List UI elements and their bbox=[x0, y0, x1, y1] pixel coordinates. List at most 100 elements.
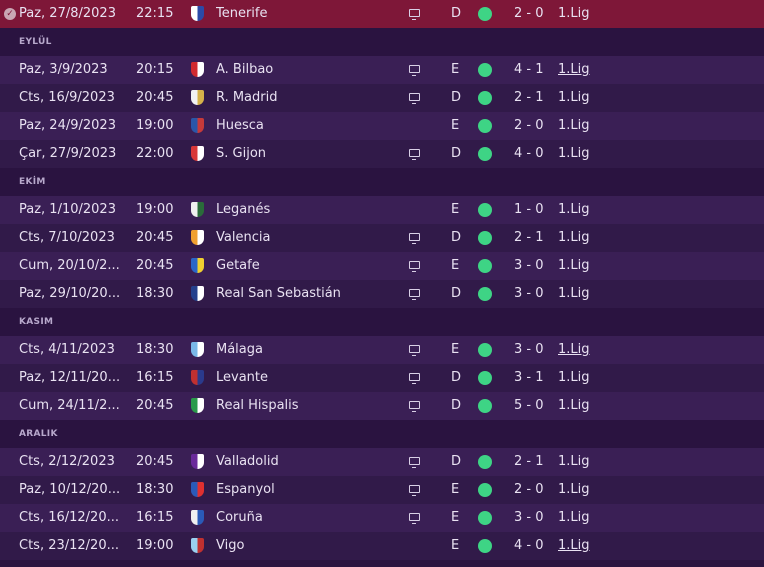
competition-link[interactable]: 1.Lig bbox=[558, 538, 590, 553]
match-date: Paz, 10/12/20... bbox=[19, 482, 119, 497]
fixture-row[interactable]: Paz, 3/9/2023 20:15 A. Bilbao E 4 - 1 1.Lig bbox=[0, 56, 764, 84]
match-date: Cum, 24/11/2... bbox=[19, 398, 119, 413]
match-score[interactable]: 2 - 1 bbox=[514, 90, 544, 105]
match-score[interactable]: 3 - 0 bbox=[514, 510, 544, 525]
match-time: 20:45 bbox=[136, 258, 174, 273]
match-score[interactable]: 2 - 1 bbox=[514, 454, 544, 469]
opponent-name[interactable]: Huesca bbox=[216, 118, 264, 133]
opponent-name[interactable]: Valencia bbox=[216, 230, 271, 245]
competition-link[interactable]: 1.Lig bbox=[558, 202, 590, 217]
result-indicator-icon bbox=[478, 532, 494, 560]
team-crest-icon bbox=[191, 56, 207, 84]
fixture-row[interactable]: Paz, 1/10/2023 19:00 Leganés E 1 - 0 1.Lig bbox=[0, 196, 764, 224]
opponent-name[interactable]: Tenerife bbox=[216, 6, 268, 21]
opponent-name[interactable]: Getafe bbox=[216, 258, 260, 273]
match-score[interactable]: 2 - 0 bbox=[514, 482, 544, 497]
fixture-row[interactable]: Cts, 2/12/2023 20:45 Valladolid D 2 - 1 1.Lig bbox=[0, 448, 764, 476]
fixture-row[interactable]: Çar, 27/9/2023 22:00 S. Gijon D 4 - 0 1.Lig bbox=[0, 140, 764, 168]
fixture-row[interactable]: Cts, 4/11/2023 18:30 Málaga E 3 - 0 1.Lig bbox=[0, 336, 764, 364]
competition-link[interactable]: 1.Lig bbox=[558, 286, 590, 301]
match-score[interactable]: 4 - 0 bbox=[514, 538, 544, 553]
competition-link[interactable]: 1.Lig bbox=[558, 482, 590, 497]
competition-link[interactable]: 1.Lig bbox=[558, 230, 590, 245]
competition-link[interactable]: 1.Lig bbox=[558, 398, 590, 413]
match-time: 20:45 bbox=[136, 90, 174, 105]
fixture-row[interactable]: Paz, 29/10/20... 18:30 Real San Sebastián D… bbox=[0, 280, 764, 308]
opponent-name[interactable]: Leganés bbox=[216, 202, 271, 217]
fixture-row[interactable]: Paz, 12/11/20... 16:15 Levante D 3 - 1 1.Lig bbox=[0, 364, 764, 392]
match-date: Cts, 16/9/2023 bbox=[19, 90, 115, 105]
competition-link[interactable]: 1.Lig bbox=[558, 454, 590, 469]
competition-link[interactable]: 1.Lig bbox=[558, 6, 590, 21]
venue: E bbox=[451, 118, 460, 133]
competition-link[interactable]: 1.Lig bbox=[558, 510, 590, 525]
match-score[interactable]: 4 - 1 bbox=[514, 62, 544, 77]
tv-icon bbox=[409, 0, 425, 28]
match-score[interactable]: 2 - 0 bbox=[514, 118, 544, 133]
competition-link[interactable]: 1.Lig bbox=[558, 146, 590, 161]
match-score[interactable]: 3 - 1 bbox=[514, 370, 544, 385]
fixture-row[interactable]: ✓ Paz, 27/8/2023 22:15 Tenerife D 2 - 0 1.Lig bbox=[0, 0, 764, 28]
opponent-name[interactable]: Espanyol bbox=[216, 482, 275, 497]
match-time: 18:30 bbox=[136, 342, 174, 357]
opponent-name[interactable]: A. Bilbao bbox=[216, 62, 274, 77]
competition-link[interactable]: 1.Lig bbox=[558, 62, 590, 77]
tv-icon bbox=[409, 56, 425, 84]
month-header: KASIM bbox=[0, 308, 764, 336]
opponent-name[interactable]: Levante bbox=[216, 370, 269, 385]
result-indicator-icon bbox=[478, 140, 494, 168]
month-header: ARALIK bbox=[0, 420, 764, 448]
match-date: Çar, 27/9/2023 bbox=[19, 146, 117, 161]
fixture-row[interactable]: Cts, 7/10/2023 20:45 Valencia D 2 - 1 1.Lig bbox=[0, 224, 764, 252]
fixture-row[interactable]: Paz, 24/9/2023 19:00 Huesca E 2 - 0 1.Lig bbox=[0, 112, 764, 140]
team-crest-icon bbox=[191, 196, 207, 224]
fixture-row[interactable]: Cum, 20/10/2... 20:45 Getafe E 3 - 0 1.Lig bbox=[0, 252, 764, 280]
team-crest-icon bbox=[191, 84, 207, 112]
match-score[interactable]: 3 - 0 bbox=[514, 258, 544, 273]
result-indicator-icon bbox=[478, 224, 494, 252]
fixture-row[interactable]: Cts, 16/12/20... 16:15 Coruña E 3 - 0 1.Lig bbox=[0, 504, 764, 532]
match-score[interactable]: 4 - 0 bbox=[514, 146, 544, 161]
match-date: Paz, 29/10/20... bbox=[19, 286, 119, 301]
competition-link[interactable]: 1.Lig bbox=[558, 118, 590, 133]
opponent-name[interactable]: S. Gijon bbox=[216, 146, 267, 161]
match-date: Cts, 7/10/2023 bbox=[19, 230, 115, 245]
fixture-row[interactable]: Cts, 16/9/2023 20:45 R. Madrid D 2 - 1 1.Lig bbox=[0, 84, 764, 112]
match-score[interactable]: 3 - 0 bbox=[514, 286, 544, 301]
venue: D bbox=[451, 230, 462, 245]
opponent-name[interactable]: Málaga bbox=[216, 342, 263, 357]
venue: E bbox=[451, 258, 460, 273]
match-time: 19:00 bbox=[136, 118, 174, 133]
month-header: EKİM bbox=[0, 168, 764, 196]
competition-link[interactable]: 1.Lig bbox=[558, 90, 590, 105]
fixture-row[interactable]: Cts, 23/12/20... 19:00 Vigo E 4 - 0 1.Lig bbox=[0, 532, 764, 560]
match-time: 20:45 bbox=[136, 398, 174, 413]
opponent-name[interactable]: Real Hispalis bbox=[216, 398, 299, 413]
match-score[interactable]: 3 - 0 bbox=[514, 342, 544, 357]
opponent-name[interactable]: R. Madrid bbox=[216, 90, 278, 105]
result-indicator-icon bbox=[478, 252, 494, 280]
opponent-name[interactable]: Vigo bbox=[216, 538, 245, 553]
fixture-row[interactable]: Paz, 10/12/20... 18:30 Espanyol E 2 - 0 1.Lig bbox=[0, 476, 764, 504]
competition-link[interactable]: 1.Lig bbox=[558, 342, 590, 357]
match-date: Cts, 4/11/2023 bbox=[19, 342, 115, 357]
match-time: 20:45 bbox=[136, 230, 174, 245]
match-time: 22:15 bbox=[136, 6, 174, 21]
opponent-name[interactable]: Real San Sebastián bbox=[216, 286, 341, 301]
match-time: 16:15 bbox=[136, 370, 174, 385]
match-score[interactable]: 2 - 1 bbox=[514, 230, 544, 245]
result-indicator-icon bbox=[478, 392, 494, 420]
result-indicator-icon bbox=[478, 56, 494, 84]
match-score[interactable]: 2 - 0 bbox=[514, 6, 544, 21]
competition-link[interactable]: 1.Lig bbox=[558, 258, 590, 273]
month-label: ARALIK bbox=[19, 429, 58, 439]
match-score[interactable]: 5 - 0 bbox=[514, 398, 544, 413]
competition-link[interactable]: 1.Lig bbox=[558, 370, 590, 385]
match-score[interactable]: 1 - 0 bbox=[514, 202, 544, 217]
opponent-name[interactable]: Coruña bbox=[216, 510, 263, 525]
match-date: Paz, 1/10/2023 bbox=[19, 202, 116, 217]
match-time: 18:30 bbox=[136, 482, 174, 497]
opponent-name[interactable]: Valladolid bbox=[216, 454, 279, 469]
fixture-row[interactable]: Cum, 24/11/2... 20:45 Real Hispalis D 5 - 0 1… bbox=[0, 392, 764, 420]
tv-icon bbox=[409, 448, 425, 476]
